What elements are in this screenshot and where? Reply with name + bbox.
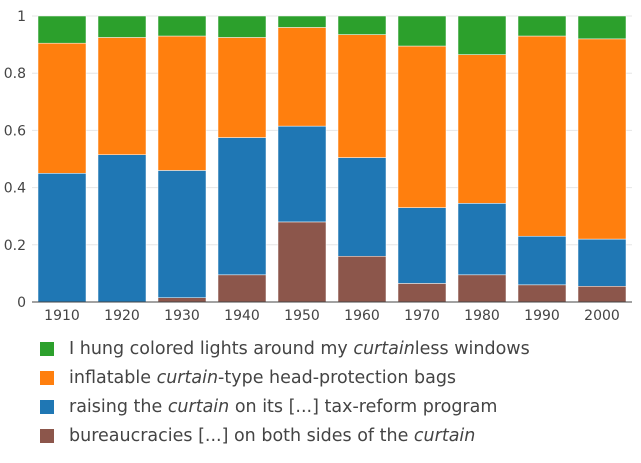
legend: I hung colored lights around my curtainl… [40, 334, 530, 450]
legend-label-part: curtain [156, 367, 219, 388]
legend-label-part: curtain [167, 396, 230, 417]
legend-item-inflatable[interactable]: inflatable curtain-type head-protection … [40, 363, 530, 392]
bar-segment-lights [577, 15, 627, 40]
bar-segment-raising [337, 157, 387, 257]
x-tick-label: 1960 [344, 308, 380, 324]
x-tick-label: 1930 [164, 308, 200, 324]
bar-segment-bureaucracies [457, 274, 507, 303]
legend-swatch [40, 341, 54, 356]
bar-segment-lights [37, 15, 87, 44]
legend-label-part: raising the [69, 396, 168, 417]
bar-segment-inflatable [37, 42, 87, 174]
x-tick-label: 1970 [404, 308, 440, 324]
bar-segment-bureaucracies [217, 274, 267, 303]
bar-segment-bureaucracies [577, 286, 627, 303]
bar-segment-inflatable [97, 37, 147, 155]
legend-label: raising the curtain on its [...] tax-ref… [69, 397, 497, 417]
y-tick-label: 0 [17, 295, 26, 311]
bar-segment-inflatable [517, 35, 567, 237]
legend-label-part: bureaucracies [...] on both sides of the [69, 425, 414, 446]
legend-item-bureaucracies[interactable]: bureaucracies [...] on both sides of the… [40, 421, 530, 450]
bar-segment-raising [37, 173, 87, 303]
bar-segment-raising [397, 207, 447, 284]
x-tick-label: 1980 [464, 308, 500, 324]
bar-segment-raising [277, 125, 327, 223]
bar-segment-bureaucracies [277, 221, 327, 303]
bar-segment-lights [97, 15, 147, 38]
bar-segment-lights [397, 15, 447, 47]
bar-segment-inflatable [337, 34, 387, 158]
bar-segment-inflatable [457, 54, 507, 204]
bar-segment-raising [217, 137, 267, 276]
bar-segment-lights [277, 15, 327, 28]
bar-segment-lights [337, 15, 387, 35]
bar-segment-inflatable [397, 45, 447, 208]
legend-swatch [40, 399, 54, 414]
legend-item-raising[interactable]: raising the curtain on its [...] tax-ref… [40, 392, 530, 421]
y-tick-label: 0.8 [4, 66, 26, 82]
bar-segment-raising [517, 235, 567, 286]
legend-label: inflatable curtain-type head-protection … [69, 368, 456, 388]
legend-swatch [40, 428, 54, 443]
bar-segment-raising [457, 203, 507, 276]
legend-label-part: curtain [413, 425, 476, 446]
y-tick-label: 0.6 [4, 123, 26, 139]
bar-segment-raising [97, 154, 147, 303]
x-tick-label: 2000 [584, 308, 620, 324]
x-tick-label: 1910 [44, 308, 80, 324]
y-tick-label: 0.4 [4, 181, 26, 197]
y-tick-label: 0.2 [4, 238, 26, 254]
bar-segment-inflatable [577, 38, 627, 240]
x-tick-label: 1940 [224, 308, 260, 324]
bar-segment-lights [157, 15, 207, 37]
y-tick-label: 1 [17, 9, 26, 25]
bar-segment-bureaucracies [517, 284, 567, 303]
legend-label-part: I hung colored lights around my [69, 338, 354, 359]
legend-label: bureaucracies [...] on both sides of the… [69, 426, 475, 446]
bar-segment-lights [517, 15, 567, 37]
legend-label: I hung colored lights around my curtainl… [69, 339, 530, 359]
bar-segment-raising [577, 238, 627, 287]
x-tick-label: 1920 [104, 308, 140, 324]
legend-label-part: -type head-protection bags [218, 367, 457, 388]
bar-segment-bureaucracies [397, 283, 447, 303]
bar-segment-bureaucracies [337, 255, 387, 303]
bar-segment-inflatable [157, 35, 207, 171]
legend-label-part: curtain [353, 338, 415, 359]
bar-segment-inflatable [277, 27, 327, 127]
bar-segment-lights [457, 15, 507, 55]
bar-segment-lights [217, 15, 267, 38]
legend-label-part: on its [...] tax-reform program [229, 396, 498, 417]
x-tick-label: 1990 [524, 308, 560, 324]
legend-label-part: inflatable [69, 367, 157, 388]
legend-item-lights[interactable]: I hung colored lights around my curtainl… [40, 334, 530, 363]
legend-label-part: less windows [414, 338, 530, 359]
x-tick-label: 1950 [284, 308, 320, 324]
bar-segment-bureaucracies [157, 297, 207, 303]
bar-segment-raising [157, 170, 207, 298]
bar-segment-inflatable [217, 37, 267, 138]
legend-swatch [40, 370, 54, 385]
